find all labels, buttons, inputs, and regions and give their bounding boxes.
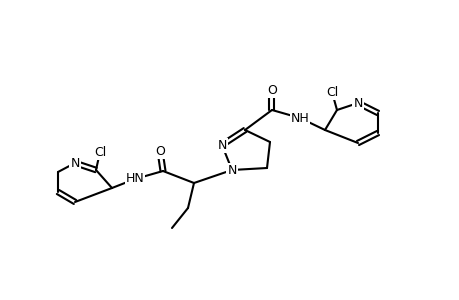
Text: HN: HN bbox=[125, 172, 144, 185]
Text: Cl: Cl bbox=[325, 85, 337, 98]
Text: N: N bbox=[353, 97, 362, 110]
Text: N: N bbox=[227, 164, 236, 176]
Text: N: N bbox=[217, 139, 226, 152]
Text: Cl: Cl bbox=[94, 146, 106, 158]
Text: NH: NH bbox=[290, 112, 309, 124]
Text: O: O bbox=[267, 83, 276, 97]
Text: N: N bbox=[70, 157, 79, 169]
Text: O: O bbox=[155, 145, 165, 158]
